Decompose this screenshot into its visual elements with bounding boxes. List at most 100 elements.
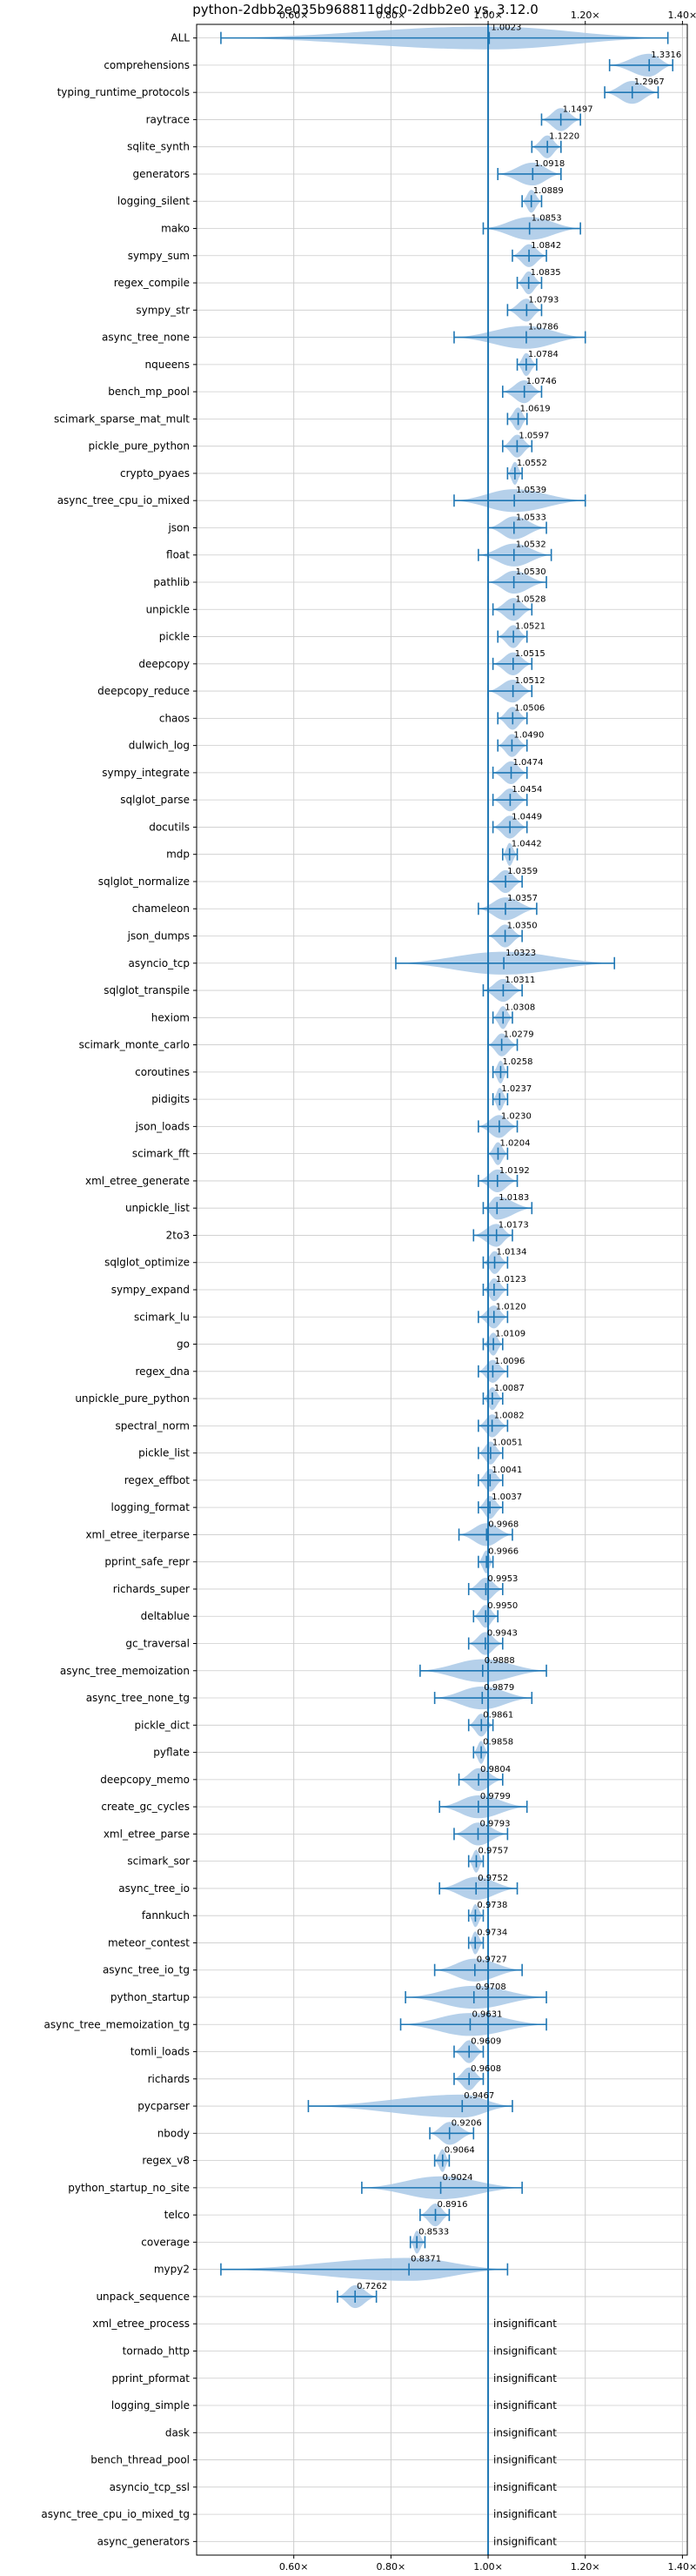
mean-value-label: 0.9953 — [487, 1574, 518, 1584]
mean-value-label: 0.9206 — [452, 2118, 482, 2128]
mean-value-label: 1.0258 — [502, 1057, 532, 1067]
benchmark-label: deepcopy — [138, 658, 190, 670]
mean-value-label: 0.8533 — [418, 2227, 449, 2237]
mean-value-label: 1.0552 — [517, 459, 547, 468]
x-tick-label-bottom: 1.00× — [473, 2561, 503, 2573]
benchmark-label: sympy_str — [136, 304, 190, 316]
benchmark-label: regex_v8 — [142, 2155, 190, 2167]
benchmark-label: pycparser — [137, 2100, 190, 2112]
mean-value-label: 1.0889 — [533, 186, 564, 196]
benchmark-label: async_tree_none — [102, 332, 190, 344]
benchmark-label: nqueens — [145, 359, 190, 371]
mean-value-label: 0.9608 — [471, 2064, 501, 2074]
benchmark-label: fannkuch — [142, 1909, 190, 1922]
mean-value-label: 1.0183 — [499, 1193, 529, 1203]
mean-value-label: 1.0474 — [513, 758, 544, 768]
benchmark-label: sympy_sum — [128, 250, 190, 262]
benchmark-label: sqlglot_parse — [120, 794, 190, 806]
mean-value-label: 0.9727 — [477, 1955, 507, 1965]
benchmark-label: pickle_list — [138, 1447, 190, 1459]
benchmark-label: gc_traversal — [125, 1637, 190, 1649]
mean-value-label: 1.0237 — [501, 1084, 532, 1094]
benchmark-label: json — [167, 521, 190, 533]
mean-value-label: 1.0784 — [528, 350, 559, 359]
mean-value-label: 0.9888 — [485, 1656, 515, 1666]
benchmark-label: deepcopy_reduce — [97, 685, 190, 697]
benchmark-label: dask — [165, 2426, 190, 2438]
benchmark-label: json_loads — [135, 1120, 190, 1132]
mean-value-label: 0.9804 — [480, 1765, 511, 1774]
mean-value-label: 1.0359 — [507, 867, 538, 876]
mean-value-label: 1.0308 — [505, 1003, 535, 1012]
benchmark-label: pickle — [159, 631, 190, 643]
mean-value-label: 1.0279 — [504, 1030, 534, 1040]
label-layer: 0.60× 0.60× 0.80× 0.80× 1.00× 1.00× 1.20× 1.20×… — [41, 10, 696, 2573]
benchmark-label: scimark_sor — [127, 1855, 190, 1868]
mean-value-label: 1.0539 — [516, 486, 546, 495]
benchmark-label: dulwich_log — [129, 740, 190, 752]
benchmark-label: pyflate — [153, 1747, 190, 1759]
mean-value-label: 0.9950 — [487, 1601, 518, 1611]
benchmark-label: bench_thread_pool — [90, 2454, 190, 2466]
benchmark-label: tomli_loads — [130, 2046, 190, 2058]
benchmark-label: bench_mp_pool — [108, 386, 190, 398]
benchmark-label: 2to3 — [166, 1229, 190, 1241]
mean-value-label: 1.0192 — [499, 1166, 530, 1176]
benchmark-label: sympy_expand — [111, 1284, 190, 1296]
benchmark-label: async_generators — [97, 2535, 190, 2547]
benchmark-label: pprint_safe_repr — [104, 1556, 190, 1568]
benchmark-label: chaos — [159, 712, 190, 724]
x-tick-label-bottom: 0.60× — [279, 2561, 309, 2573]
mean-value-label: 1.0051 — [492, 1439, 523, 1448]
benchmark-label: python_startup — [110, 1991, 190, 2003]
x-tick-label-bottom: 1.20× — [571, 2561, 600, 2573]
mean-value-label: 1.0173 — [499, 1220, 529, 1230]
mean-value-label: 1.0533 — [516, 513, 546, 522]
mean-value-label: 1.0023 — [491, 23, 521, 33]
benchmark-label: pathlib — [153, 576, 190, 588]
mean-value-label: 1.0123 — [496, 1275, 526, 1285]
benchmark-label: richards — [148, 2073, 190, 2085]
mean-value-label: 1.0918 — [534, 159, 565, 169]
benchmark-label: tornado_http — [123, 2345, 190, 2357]
mean-value-label: 1.0853 — [532, 214, 562, 224]
chart-title: python-2dbb2e035b968811ddc0-2dbb2e0 vs. … — [192, 2, 539, 17]
mean-value-label: 1.0449 — [512, 812, 542, 822]
benchmark-label: generators — [132, 168, 190, 180]
mean-value-label: 0.8916 — [438, 2200, 468, 2210]
benchmark-label: async_tree_io — [118, 1882, 190, 1895]
benchmark-label: scimark_fft — [132, 1148, 190, 1160]
x-tick-label-top: 1.20× — [571, 10, 600, 21]
mean-value-label: 0.9799 — [480, 1792, 511, 1801]
benchmark-label: meteor_contest — [108, 1936, 190, 1949]
benchmark-label: async_tree_cpu_io_mixed_tg — [41, 2508, 190, 2520]
mean-value-label: 1.0204 — [499, 1139, 530, 1149]
plot-frame — [196, 23, 688, 2556]
mean-value-label: 0.9793 — [479, 1819, 510, 1828]
benchmark-label: regex_effbot — [124, 1474, 191, 1486]
benchmark-label: float — [166, 549, 190, 561]
benchmark-label: raytrace — [146, 113, 190, 125]
insignificant-label: insignificant — [493, 2426, 557, 2438]
benchmark-label: pickle_dict — [135, 1719, 191, 1731]
benchmark-label: create_gc_cycles — [101, 1801, 190, 1813]
benchmark-label: richards_super — [113, 1583, 190, 1595]
mean-value-label: 1.0515 — [515, 649, 545, 659]
grid-layer — [193, 21, 687, 2559]
benchmark-label: scimark_lu — [134, 1311, 190, 1323]
benchmark-label: async_tree_memoization — [60, 1665, 190, 1677]
benchmark-label: chameleon — [132, 902, 190, 915]
benchmark-label: scimark_sparse_mat_mult — [54, 413, 190, 425]
benchmark-label: async_tree_cpu_io_mixed — [57, 494, 190, 506]
mean-value-label: 1.0835 — [531, 268, 561, 278]
x-tick-label-top: 1.00× — [473, 10, 503, 21]
mean-value-label: 0.9738 — [477, 1901, 507, 1910]
benchmark-label: mdp — [166, 849, 190, 861]
benchmark-label: unpickle_list — [125, 1202, 190, 1214]
benchmark-label: regex_dna — [135, 1365, 190, 1378]
mean-value-label: 0.9968 — [488, 1519, 519, 1529]
mean-value-label: 1.0041 — [492, 1466, 522, 1475]
mean-value-label: 1.0454 — [512, 785, 542, 795]
benchmark-label: docutils — [149, 821, 190, 833]
benchmark-label: logging_simple — [111, 2399, 190, 2412]
